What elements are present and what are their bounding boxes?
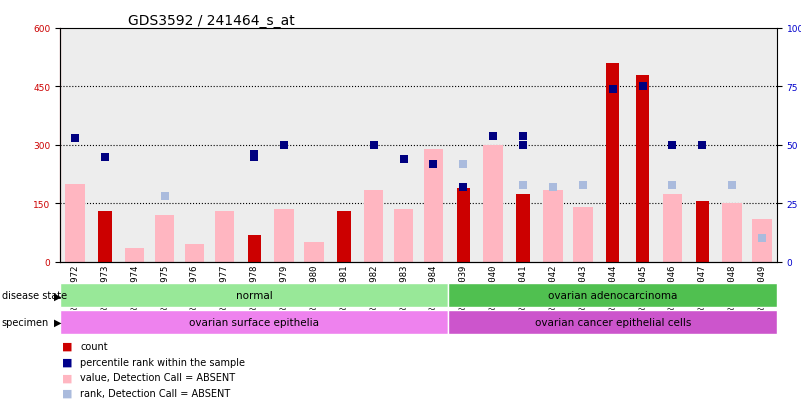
Bar [329,29,359,262]
Bar [359,29,388,262]
Bar [449,29,478,262]
Bar [179,29,209,262]
Point [487,133,500,140]
Bar [269,29,299,262]
Text: ovarian adenocarcinoma: ovarian adenocarcinoma [548,291,678,301]
Bar [449,284,777,308]
Bar [478,29,508,262]
Point [666,182,678,189]
Bar [66,185,85,262]
Bar [60,284,449,308]
Bar [723,204,742,262]
Bar [299,29,329,262]
Bar [185,245,204,262]
Bar [636,76,650,262]
Bar [364,190,384,262]
Bar [449,310,777,334]
Point [69,135,82,142]
Point [577,182,590,189]
Bar [717,29,747,262]
Text: ■: ■ [62,373,73,382]
Text: ▶: ▶ [54,291,62,301]
Bar [394,210,413,262]
Point [99,154,111,161]
Bar [695,202,709,262]
Point [99,154,111,161]
Bar [543,190,562,262]
Bar [120,29,150,262]
Bar [628,29,658,262]
Bar [60,310,449,334]
Bar [248,235,261,262]
Text: count: count [80,341,107,351]
Point [248,154,260,161]
Text: GDS3592 / 241464_s_at: GDS3592 / 241464_s_at [128,14,295,28]
Bar [658,29,687,262]
Point [636,84,649,90]
Text: normal: normal [235,291,272,301]
Bar [388,29,418,262]
Bar [99,212,111,262]
Point [397,156,410,163]
Bar [752,219,771,262]
Bar [239,29,269,262]
Point [546,184,559,191]
Bar [337,212,351,262]
Point [666,142,678,149]
Bar [517,194,529,262]
Bar [662,194,682,262]
Bar [687,29,717,262]
Point [696,142,709,149]
Bar [155,216,175,262]
Text: disease state: disease state [2,291,66,301]
Bar [538,29,568,262]
Point [427,161,440,168]
Text: ■: ■ [62,341,73,351]
Text: ovarian cancer epithelial cells: ovarian cancer epithelial cells [534,317,691,327]
Text: percentile rank within the sample: percentile rank within the sample [80,357,245,367]
Point [755,235,768,242]
Bar [209,29,239,262]
Bar [304,243,324,262]
Bar [568,29,598,262]
Bar [424,150,443,262]
Point [517,133,529,140]
Point [726,182,739,189]
Bar [125,249,144,262]
Bar [215,212,234,262]
Text: ▶: ▶ [54,317,62,327]
Text: ovarian surface epithelia: ovarian surface epithelia [189,317,320,327]
Point [248,152,260,158]
Bar [606,64,619,262]
Point [368,142,380,149]
Text: rank, Detection Call = ABSENT: rank, Detection Call = ABSENT [80,388,231,398]
Text: ■: ■ [62,388,73,398]
Bar [60,29,90,262]
Point [606,86,619,93]
Text: value, Detection Call = ABSENT: value, Detection Call = ABSENT [80,373,235,382]
Point [517,142,529,149]
Point [517,182,529,189]
Bar [275,210,294,262]
Bar [418,29,449,262]
Bar [747,29,777,262]
Bar [484,146,503,262]
Bar [457,188,470,262]
Point [457,184,469,191]
Bar [90,29,120,262]
Bar [508,29,538,262]
Point [457,161,469,168]
Bar [598,29,628,262]
Point [159,194,171,200]
Text: ■: ■ [62,357,73,367]
Bar [573,208,593,262]
Text: specimen: specimen [2,317,49,327]
Point [278,142,291,149]
Bar [150,29,179,262]
